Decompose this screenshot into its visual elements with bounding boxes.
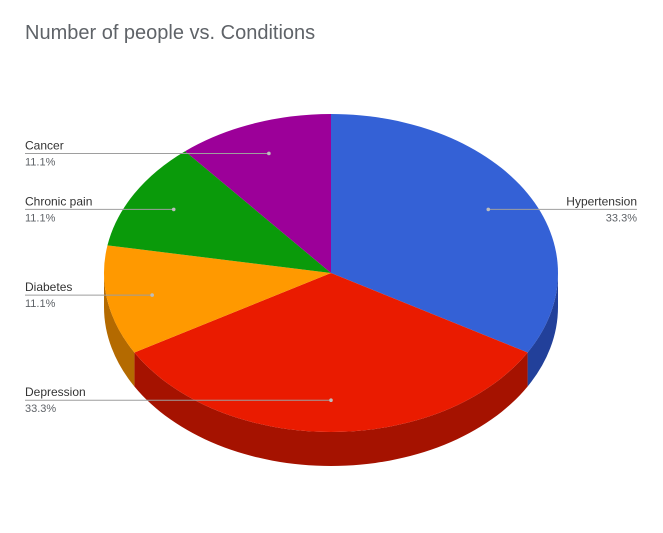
leader-dot-depression (329, 398, 333, 403)
label-chronic-pain: Chronic pain (25, 194, 92, 208)
pie-slice-diabetes (103, 245, 331, 353)
label-cancer: Cancer (25, 138, 64, 152)
leader-dot-diabetes (150, 293, 154, 297)
pie-side-hypertension (527, 273, 558, 387)
percent-depression: 33.3% (25, 403, 56, 415)
leader-dot-hypertension (486, 207, 491, 212)
label-hypertension: Hypertension (566, 194, 637, 208)
percent-cancer: 11.1% (25, 156, 56, 168)
pie-slice-hypertension (331, 114, 558, 353)
percent-diabetes: 11.1% (25, 298, 56, 310)
label-diabetes: Diabetes (25, 280, 72, 294)
pie-side-depression (134, 352, 528, 466)
pie-slice-chronic-pain (107, 151, 331, 273)
percent-hypertension: 33.3% (606, 212, 637, 224)
label-depression: Depression (25, 385, 86, 399)
percent-chronic-pain: 11.1% (25, 212, 56, 224)
chart-title: Number of people vs. Conditions (25, 22, 316, 44)
leader-dot-chronic-pain (171, 207, 176, 212)
leader-dot-cancer (267, 151, 271, 156)
pie-side-diabetes (104, 273, 135, 387)
